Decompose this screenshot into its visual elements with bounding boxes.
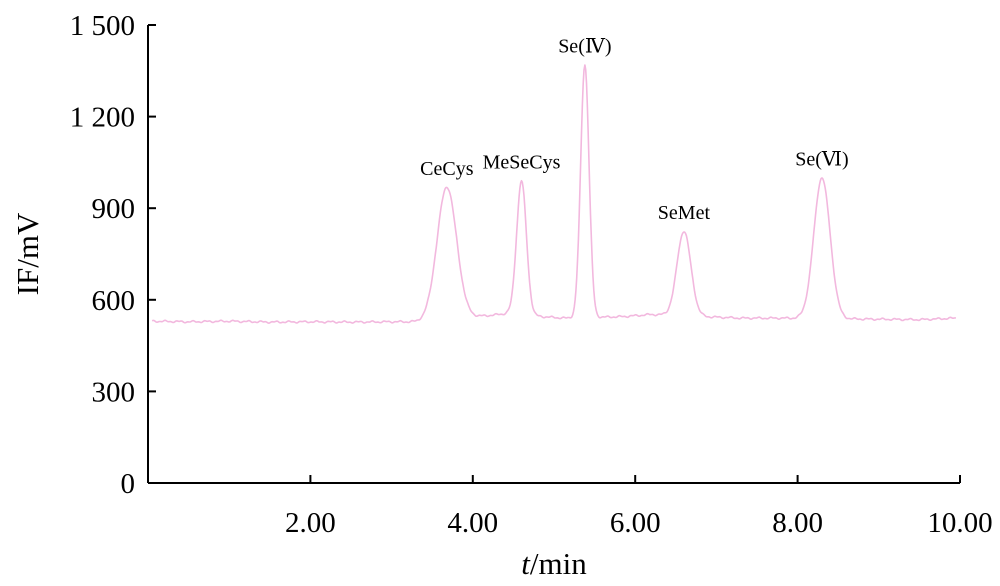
peak-labels: CeCys MeSeCys Se(Ⅳ) SeMet Se(Ⅵ) — [420, 36, 849, 224]
y-tick-label: 1 500 — [70, 10, 135, 42]
x-tick-label: 2.00 — [285, 507, 336, 539]
x-tick-label: 8.00 — [772, 507, 823, 539]
y-tick-label: 1 200 — [70, 102, 135, 134]
x-tick-label: 6.00 — [610, 507, 661, 539]
y-tick-label: 300 — [92, 376, 136, 408]
y-tick-label: 600 — [92, 285, 136, 317]
y-tick-label: 0 — [121, 468, 136, 500]
peak-label: CeCys — [420, 158, 474, 180]
x-axis-title-italic: t — [521, 546, 531, 581]
x-axis-ticks: 2.00 4.00 6.00 8.00 10.00 — [285, 475, 993, 539]
peak-label: SeMet — [658, 202, 711, 224]
y-axis-ticks: 0 300 600 900 1 200 1 500 — [70, 10, 156, 500]
x-tick-label: 10.00 — [927, 507, 992, 539]
x-tick-label: 4.00 — [447, 507, 498, 539]
x-axis-title-unit: /min — [530, 546, 587, 581]
chromatogram-trace — [151, 64, 957, 324]
peak-label: MeSeCys — [483, 152, 561, 174]
y-axis-title: IF/mV — [10, 212, 45, 295]
y-tick-label: 900 — [92, 193, 136, 225]
x-axis-title: t/min — [521, 546, 587, 581]
peak-label: Se(Ⅳ) — [558, 36, 611, 58]
peak-label: Se(Ⅵ) — [795, 149, 848, 171]
